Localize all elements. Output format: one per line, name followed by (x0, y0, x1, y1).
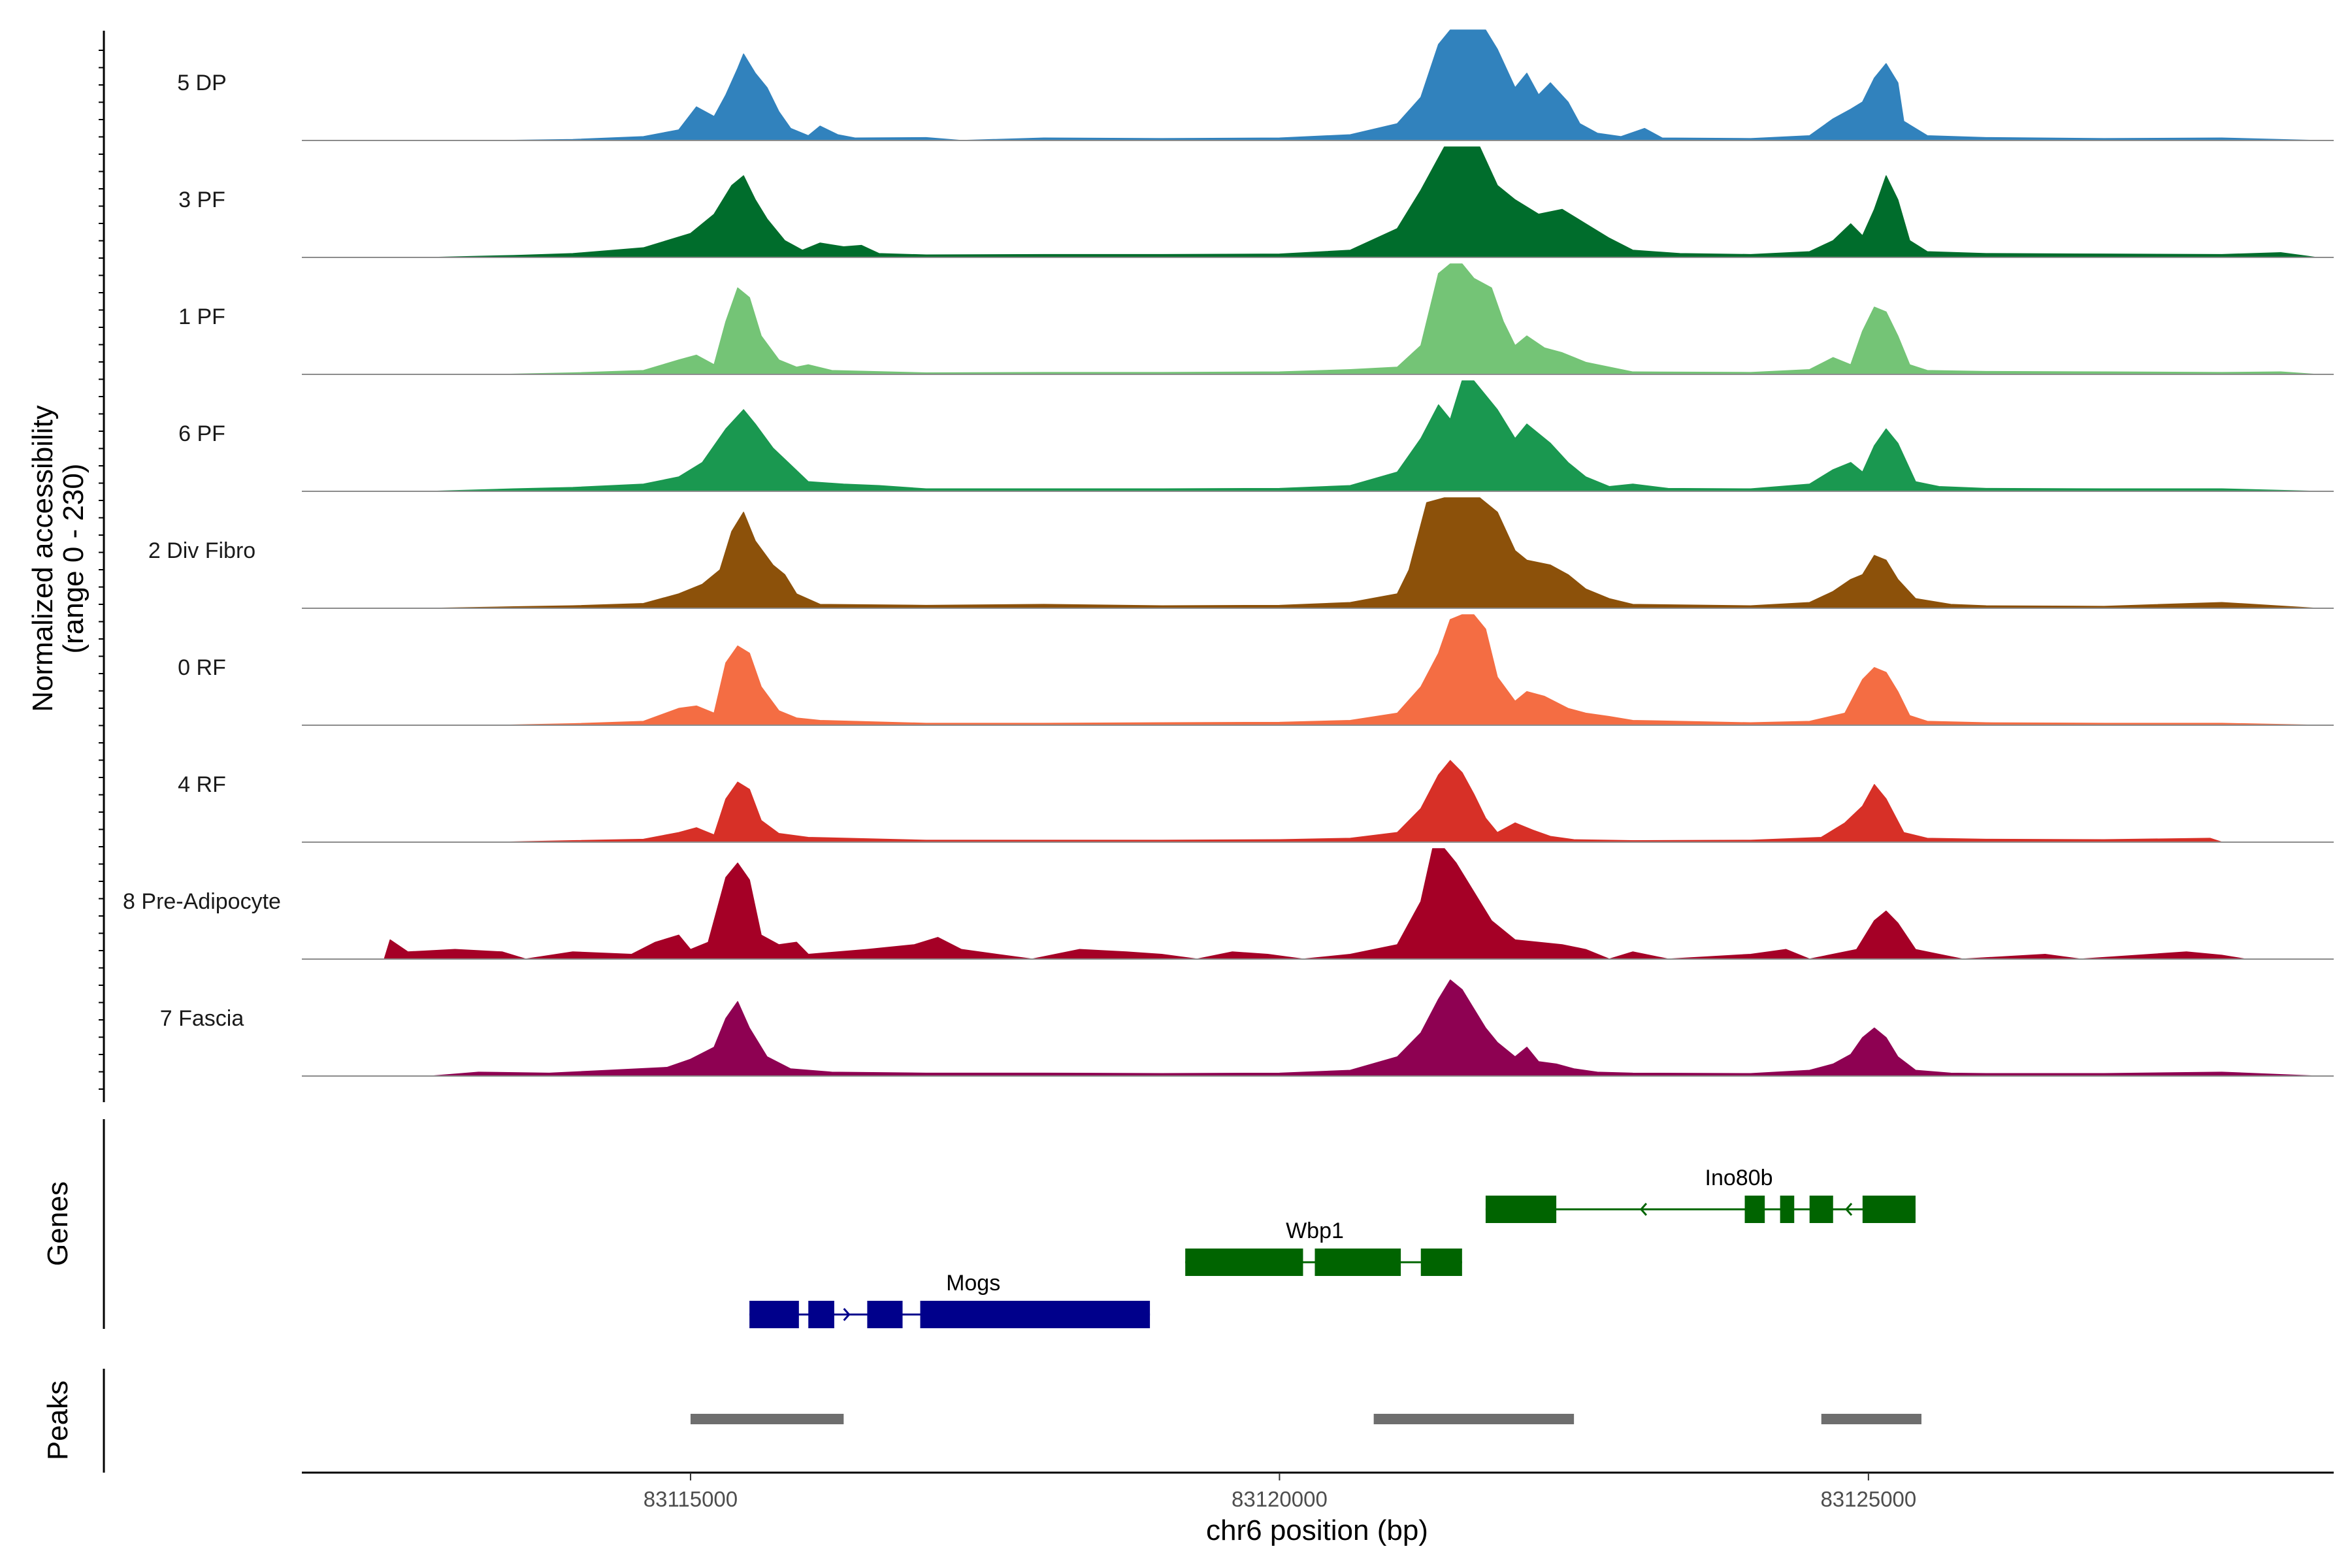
track-6: 0 RF (178, 614, 2334, 726)
gene-exon (920, 1301, 1151, 1328)
gene-exon (1315, 1249, 1401, 1276)
gene-wbp1: Wbp1 (1185, 1218, 1462, 1276)
track-5: 2 Div Fibro (148, 497, 2334, 609)
gene-exon (1744, 1196, 1765, 1223)
y-axis-title-line2: (range 0 - 230) (57, 463, 90, 653)
peak-bar (1821, 1414, 1921, 1424)
strand-arrow (1845, 1203, 1853, 1216)
track-area (501, 263, 2317, 375)
track-label: 4 RF (178, 772, 226, 797)
track-area (501, 760, 2223, 843)
gene-exon (749, 1301, 799, 1328)
gene-label: Wbp1 (1286, 1218, 1344, 1243)
track-area (501, 614, 2317, 726)
genes-panel: Genes Mogs Wbp1 Ino80b (42, 1119, 1916, 1329)
gene-exon (867, 1301, 903, 1328)
strand-arrow (1639, 1203, 1648, 1216)
gene-exon (1420, 1249, 1462, 1276)
peaks-panel: Peaks (42, 1369, 1921, 1473)
peak-bar (690, 1414, 844, 1424)
track-area (431, 380, 2317, 492)
x-tick-label: 83120000 (1232, 1487, 1328, 1511)
track-3: 1 PF (178, 263, 2334, 375)
gene-exon (808, 1301, 834, 1328)
gene-exon (1809, 1196, 1833, 1223)
track-1: 5 DP (177, 29, 2334, 141)
track-area (431, 497, 2317, 609)
track-8: 8 Pre-Adipocyte (123, 848, 2334, 960)
track-9: 7 Fascia (160, 979, 2334, 1077)
track-2: 3 PF (178, 146, 2334, 258)
track-area (431, 146, 2317, 258)
x-tick-label: 83115000 (644, 1487, 738, 1511)
coverage-tracks: 5 DP 3 PF 1 PF 6 PF 2 Div Fibro 0 RF 4 RF 8 Pre… (123, 29, 2334, 1077)
track-label: 3 PF (178, 188, 225, 212)
x-axis: chr6 position (bp) 83115000 83120000 83125… (302, 1471, 2334, 1546)
track-area (431, 979, 2317, 1077)
x-axis-title: chr6 position (bp) (1206, 1514, 1428, 1546)
gene-exon (1485, 1196, 1557, 1223)
gene-exon (1780, 1196, 1795, 1223)
gene-exon (1862, 1196, 1916, 1223)
track-label: 8 Pre-Adipocyte (123, 889, 281, 914)
strand-arrow (843, 1308, 851, 1321)
track-label: 0 RF (178, 655, 226, 680)
track-label: 7 Fascia (160, 1006, 244, 1031)
y-axis-title: Normalized accessibility (range 0 - 230) (27, 405, 90, 711)
peak-bar (1373, 1414, 1575, 1424)
track-4: 6 PF (178, 380, 2334, 492)
track-7: 4 RF (178, 760, 2334, 843)
gene-label: Mogs (946, 1271, 1000, 1296)
y-axis-title-line1: Normalized accessibility (27, 405, 59, 711)
track-area (501, 29, 2317, 141)
track-area (384, 848, 2246, 960)
gene-label: Ino80b (1705, 1166, 1773, 1190)
track-label: 5 DP (177, 71, 227, 95)
track-label: 6 PF (178, 421, 225, 446)
track-label: 1 PF (178, 304, 225, 329)
peaks-axis-title: Peaks (42, 1380, 74, 1460)
gene-mogs: Mogs (749, 1271, 1151, 1328)
gene-ino80b: Ino80b (1485, 1166, 1916, 1223)
genes-axis-title: Genes (42, 1181, 74, 1266)
track-label: 2 Div Fibro (148, 538, 255, 563)
gene-exon (1185, 1249, 1303, 1276)
y-axis (99, 31, 105, 1102)
x-tick-label: 83125000 (1820, 1487, 1916, 1511)
